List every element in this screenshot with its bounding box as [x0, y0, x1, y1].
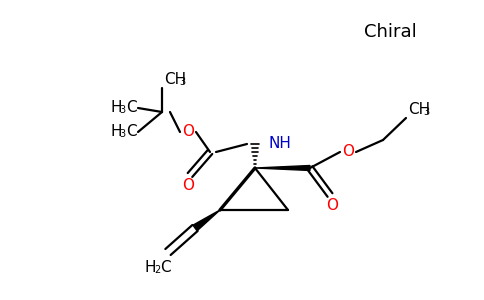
- Polygon shape: [255, 166, 310, 170]
- Text: 3: 3: [179, 77, 185, 87]
- Text: C: C: [160, 260, 171, 275]
- Polygon shape: [193, 210, 220, 231]
- Text: H: H: [110, 100, 121, 116]
- Text: H: H: [110, 124, 121, 140]
- Text: O: O: [182, 178, 194, 193]
- Text: C: C: [126, 124, 136, 140]
- Text: 2: 2: [154, 265, 160, 275]
- Text: Chiral: Chiral: [363, 23, 416, 41]
- Text: O: O: [326, 197, 338, 212]
- Text: 3: 3: [119, 129, 125, 139]
- Text: NH: NH: [269, 136, 292, 152]
- Text: CH: CH: [164, 73, 186, 88]
- Text: CH: CH: [408, 103, 430, 118]
- Text: H: H: [145, 260, 156, 275]
- Text: C: C: [126, 100, 136, 116]
- Text: 3: 3: [423, 107, 429, 117]
- Text: 3: 3: [119, 105, 125, 115]
- Text: O: O: [342, 145, 354, 160]
- Text: O: O: [182, 124, 194, 140]
